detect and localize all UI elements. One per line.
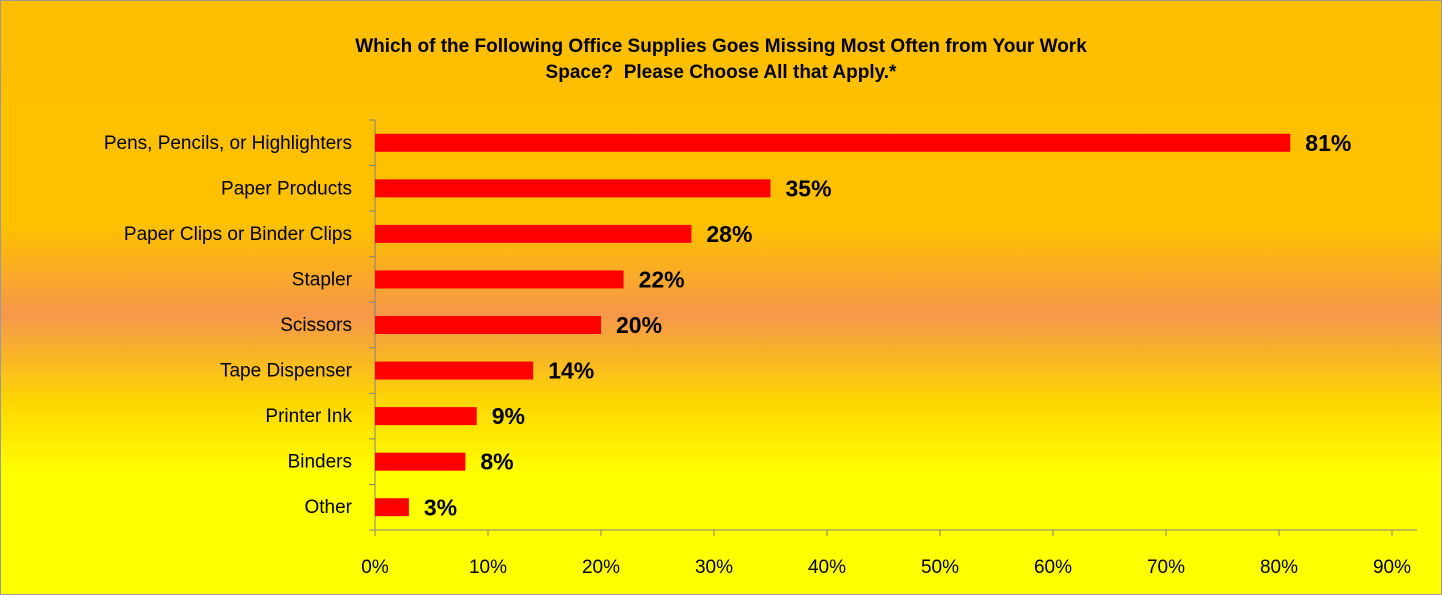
y-tick-label: Binders xyxy=(288,452,352,473)
value-label: 20% xyxy=(616,312,662,338)
x-tick-label: 40% xyxy=(808,557,846,578)
bar xyxy=(375,498,409,517)
y-tick-label: Paper Products xyxy=(221,178,352,199)
bar xyxy=(375,361,534,380)
value-label: 28% xyxy=(706,221,752,247)
x-tick-label: 20% xyxy=(582,557,620,578)
x-tick-label: 60% xyxy=(1034,557,1072,578)
y-tick-label: Scissors xyxy=(280,315,352,336)
x-tick-label: 50% xyxy=(921,557,959,578)
bar xyxy=(375,179,771,198)
bar xyxy=(375,133,1291,152)
bar xyxy=(375,452,466,471)
chart-title: Which of the Following Office Supplies G… xyxy=(355,36,1093,83)
bar xyxy=(375,270,624,289)
y-tick-label: Paper Clips or Binder Clips xyxy=(124,224,352,245)
y-tick-label: Stapler xyxy=(292,269,353,290)
x-tick-label: 70% xyxy=(1147,557,1185,578)
value-label: 3% xyxy=(424,494,457,520)
x-tick-label: 80% xyxy=(1260,557,1298,578)
y-tick-label: Tape Dispenser xyxy=(220,361,353,382)
bar xyxy=(375,316,601,334)
value-label: 9% xyxy=(492,403,525,429)
value-label: 14% xyxy=(548,358,594,384)
bar xyxy=(375,224,692,243)
y-tick-label: Printer Ink xyxy=(265,406,352,427)
value-label: 81% xyxy=(1305,130,1351,156)
x-tick-label: 90% xyxy=(1373,557,1411,578)
x-tick-label: 10% xyxy=(469,557,507,578)
value-label: 35% xyxy=(786,175,832,201)
y-tick-label: Pens, Pencils, or Highlighters xyxy=(104,133,352,154)
value-label: 22% xyxy=(639,267,685,293)
x-tick-label: 0% xyxy=(361,557,389,578)
bar xyxy=(375,407,477,426)
y-tick-label: Other xyxy=(304,497,352,518)
x-tick-label: 30% xyxy=(695,557,733,578)
value-label: 8% xyxy=(480,449,513,475)
